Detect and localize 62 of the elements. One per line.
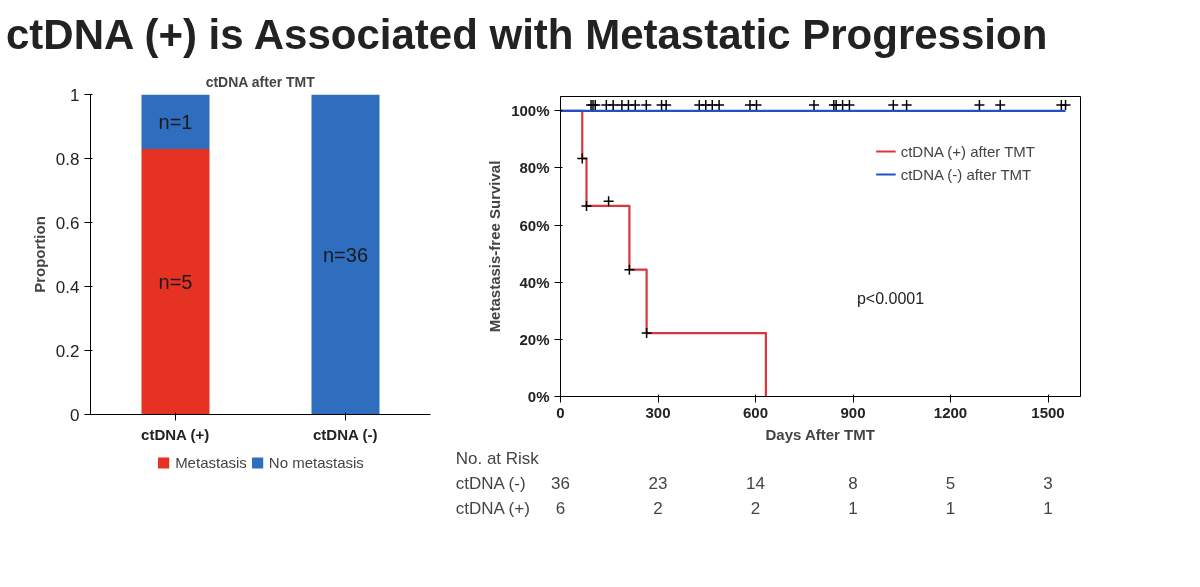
point [750, 99, 763, 111]
point [900, 99, 913, 111]
point [713, 99, 725, 111]
point [629, 99, 641, 111]
annotation: n=36 [322, 243, 369, 266]
text: No. at Risk [455, 448, 540, 468]
text: 23 [648, 474, 668, 493]
point [1059, 99, 1072, 111]
legend-label: ctDNA (-) after TMT [900, 165, 1032, 183]
annotation: p<0.0001 [856, 289, 925, 307]
y-tick-label: 0% [527, 388, 550, 405]
point [576, 152, 589, 165]
text: 1 [848, 499, 858, 518]
y-tick-label: 80% [519, 159, 550, 177]
point [607, 99, 619, 111]
text: 6 [555, 499, 566, 518]
text: 8 [848, 474, 858, 493]
legend-label: No metastasis [268, 453, 364, 471]
text: 3 [1043, 474, 1053, 493]
text: 2 [750, 499, 761, 518]
y-tick-label: 60% [519, 216, 550, 234]
point [994, 99, 1006, 111]
point [887, 99, 900, 111]
y-tick-label: 0.2 [55, 341, 80, 361]
y-tick-label: 20% [519, 330, 550, 348]
point [843, 99, 856, 111]
point [602, 195, 615, 208]
point [973, 99, 986, 111]
point [808, 99, 820, 111]
text: 14 [746, 474, 765, 493]
y-tick-label: 0.6 [55, 213, 80, 233]
legend-label: ctDNA (+) after TMT [900, 142, 1035, 160]
x-tick-label: 1500 [1031, 403, 1065, 421]
x-tick-label: 0 [556, 403, 565, 421]
legend-label: Metastasis [175, 453, 247, 471]
x-tick-label: 1200 [933, 403, 968, 421]
y-tick-label: 40% [519, 273, 550, 291]
y-tick-label: 0.8 [55, 149, 80, 169]
annotation: n=5 [158, 270, 193, 293]
text: 5 [945, 474, 956, 493]
text: 36 [551, 474, 570, 493]
y-tick-label: 100% [511, 102, 550, 120]
annotation: n=1 [158, 110, 193, 133]
point [580, 200, 593, 212]
text: ctDNA (+) is Associated with Metastatic Progression [6, 10, 1048, 60]
y-axis-title: Metastasis-free Survival [486, 160, 504, 333]
text: 1 [945, 499, 956, 518]
y-axis-title: Proportion [30, 216, 48, 293]
point [623, 263, 636, 276]
y-tick-label: 0.4 [55, 277, 80, 297]
text: ctDNA (+) [455, 498, 530, 518]
point [640, 99, 653, 111]
point [640, 327, 653, 339]
text: 2 [653, 499, 663, 518]
x-tick-label: 300 [645, 403, 671, 421]
y-tick-label: 1 [70, 85, 80, 105]
text: ctDNA (-) [455, 473, 526, 493]
text: 1 [1043, 499, 1053, 518]
x-tick-label: 600 [742, 403, 769, 421]
x-axis-title: Days After TMT [765, 425, 875, 443]
chart-subtitle: ctDNA after TMT [205, 73, 316, 90]
x-tick-label: 900 [840, 403, 866, 421]
